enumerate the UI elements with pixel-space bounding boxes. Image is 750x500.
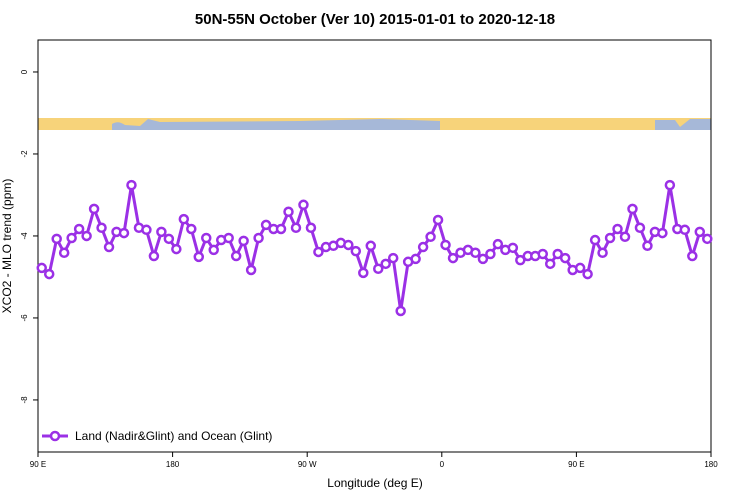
data-point [687, 250, 698, 262]
y-axis-label: XCO2 - MLO trend (ppm) [0, 179, 14, 314]
data-point [440, 239, 451, 251]
x-tick-label: 90 E [568, 460, 584, 469]
data-point [507, 242, 519, 254]
data-point [163, 233, 175, 245]
x-tick-label: 90 W [298, 460, 317, 469]
data-point [350, 245, 362, 257]
data-point [559, 252, 571, 264]
data-point [544, 258, 556, 270]
data-point [365, 240, 377, 252]
data-point [574, 262, 586, 274]
x-axis-label: Longitude (deg E) [327, 476, 422, 490]
data-point [477, 253, 489, 265]
data-point [223, 232, 234, 244]
data-point [126, 179, 137, 191]
data-point [58, 247, 70, 259]
data-point [118, 227, 130, 239]
data-point [178, 213, 190, 225]
y-tick-label: -4 [20, 232, 29, 240]
x-tick-label: 0 [440, 460, 445, 469]
data-point [582, 268, 593, 280]
data-point [597, 247, 608, 259]
data-point [305, 222, 317, 234]
data-point [612, 223, 623, 235]
data-point [253, 232, 264, 244]
data-point [447, 252, 459, 264]
x-tick-label: 180 [166, 460, 180, 469]
data-point [589, 234, 601, 246]
data-point [73, 223, 85, 235]
data-point [387, 252, 399, 264]
data-point [260, 219, 272, 231]
data-point [343, 239, 354, 251]
data-point [642, 240, 653, 252]
data-point [201, 232, 212, 244]
data-point [238, 235, 249, 247]
plot-frame [37, 39, 712, 453]
data-point [664, 179, 676, 191]
data-point [372, 263, 384, 275]
data-point [702, 233, 713, 245]
data-point [694, 226, 706, 238]
data-point [657, 227, 668, 239]
y-tick-label: 0 [20, 69, 29, 74]
data-point [679, 224, 691, 236]
data-point [43, 268, 55, 280]
data-point [275, 223, 287, 235]
y-tick-label: -2 [20, 150, 29, 158]
x-tick-label: 180 [704, 460, 718, 469]
legend-label: Land (Nadir&Glint) and Ocean (Glint) [75, 429, 272, 443]
data-point [470, 247, 481, 259]
legend-marker [49, 430, 61, 442]
data-point [417, 241, 429, 253]
data-point [36, 262, 47, 274]
data-point [298, 199, 309, 211]
data-point [619, 231, 631, 243]
data-point [358, 267, 369, 279]
data-point [96, 222, 107, 234]
y-tick-label: -8 [20, 396, 29, 404]
data-point [290, 222, 302, 234]
data-point [245, 264, 257, 276]
x-tick-label: 90 E [30, 460, 46, 469]
y-tick-label: -6 [20, 314, 29, 322]
data-point [156, 226, 167, 238]
data-point [193, 251, 205, 263]
data-point [380, 258, 391, 270]
data-point [171, 243, 182, 255]
data-point [230, 250, 242, 262]
data-point [283, 206, 294, 218]
legend: Land (Nadir&Glint) and Ocean (Glint) [42, 429, 272, 443]
data-point [81, 230, 92, 242]
data-point [410, 253, 421, 265]
land-ocean-band [38, 118, 711, 130]
data-point [88, 203, 100, 215]
data-point [552, 248, 563, 260]
data-point [537, 248, 548, 260]
data-point [425, 231, 436, 243]
data-point [141, 224, 152, 236]
data-point [492, 238, 504, 250]
data-point [634, 222, 646, 234]
data-point [66, 232, 77, 244]
data-point [208, 244, 219, 256]
data-point [51, 233, 62, 245]
data-point [627, 203, 638, 215]
chart-title: 50N-55N October (Ver 10) 2015-01-01 to 2… [195, 11, 555, 28]
data-point [148, 250, 160, 262]
data-point [395, 305, 406, 317]
data-point [515, 254, 526, 266]
data-point [186, 223, 197, 235]
data-point [432, 214, 444, 226]
data-point [313, 246, 324, 258]
data-point [485, 248, 496, 260]
data-point [604, 232, 616, 244]
data-point [103, 241, 115, 253]
